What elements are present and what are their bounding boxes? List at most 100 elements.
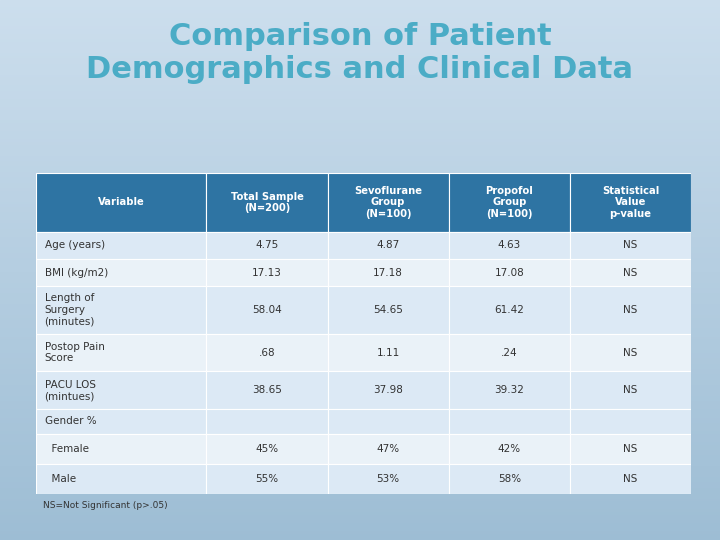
- Bar: [0, 221, 720, 224]
- Bar: [328, 173, 449, 232]
- Bar: [0, 416, 720, 418]
- Bar: [0, 32, 720, 35]
- Bar: [0, 68, 720, 70]
- Bar: [0, 467, 720, 470]
- Bar: [570, 434, 691, 464]
- Bar: [0, 537, 720, 540]
- Bar: [0, 486, 720, 489]
- Bar: [0, 162, 720, 165]
- Bar: [0, 262, 720, 265]
- Bar: [0, 235, 720, 238]
- Bar: [36, 173, 207, 232]
- Bar: [0, 113, 720, 116]
- Bar: [0, 240, 720, 243]
- Bar: [0, 97, 720, 100]
- Bar: [0, 464, 720, 467]
- Bar: [0, 70, 720, 73]
- Text: NS: NS: [624, 268, 638, 278]
- Bar: [449, 464, 570, 494]
- Bar: [0, 459, 720, 462]
- Text: 17.18: 17.18: [373, 268, 403, 278]
- Bar: [570, 409, 691, 434]
- Bar: [0, 454, 720, 456]
- Text: Length of
Surgery
(minutes): Length of Surgery (minutes): [45, 293, 95, 327]
- Bar: [0, 184, 720, 186]
- Bar: [0, 443, 720, 445]
- Bar: [0, 259, 720, 262]
- Bar: [0, 205, 720, 208]
- Text: 42%: 42%: [498, 444, 521, 454]
- Text: 47%: 47%: [377, 444, 400, 454]
- Bar: [36, 334, 207, 372]
- Bar: [449, 173, 570, 232]
- Bar: [0, 246, 720, 248]
- Bar: [0, 165, 720, 167]
- Bar: [0, 81, 720, 84]
- Bar: [0, 181, 720, 184]
- Bar: [0, 378, 720, 381]
- Text: Total Sample
(N=200): Total Sample (N=200): [230, 192, 303, 213]
- Bar: [0, 76, 720, 78]
- Bar: [0, 167, 720, 170]
- Bar: [0, 502, 720, 505]
- Bar: [0, 135, 720, 138]
- Bar: [0, 194, 720, 197]
- Bar: [328, 464, 449, 494]
- Bar: [0, 354, 720, 356]
- Text: NS: NS: [624, 305, 638, 315]
- Bar: [0, 340, 720, 343]
- Bar: [0, 529, 720, 532]
- Bar: [0, 65, 720, 68]
- Bar: [0, 532, 720, 535]
- Bar: [0, 24, 720, 27]
- Bar: [0, 105, 720, 108]
- Bar: [0, 224, 720, 227]
- Bar: [0, 94, 720, 97]
- Text: NS: NS: [624, 240, 638, 251]
- Text: 45%: 45%: [256, 444, 279, 454]
- Bar: [0, 62, 720, 65]
- Bar: [0, 327, 720, 329]
- Bar: [0, 132, 720, 135]
- Bar: [0, 51, 720, 54]
- Bar: [0, 421, 720, 424]
- Bar: [0, 89, 720, 92]
- Bar: [0, 219, 720, 221]
- Bar: [0, 208, 720, 211]
- Text: Variable: Variable: [98, 197, 145, 207]
- Bar: [0, 275, 720, 278]
- Text: 4.63: 4.63: [498, 240, 521, 251]
- Bar: [0, 122, 720, 124]
- Text: 39.32: 39.32: [495, 386, 524, 395]
- Bar: [0, 43, 720, 46]
- Bar: [0, 251, 720, 254]
- Bar: [0, 286, 720, 289]
- Text: NS: NS: [624, 386, 638, 395]
- Bar: [0, 508, 720, 510]
- Bar: [0, 173, 720, 176]
- Bar: [0, 524, 720, 526]
- Bar: [0, 386, 720, 389]
- Bar: [0, 8, 720, 11]
- Bar: [0, 176, 720, 178]
- Bar: [0, 362, 720, 364]
- Bar: [0, 300, 720, 302]
- Bar: [0, 0, 720, 3]
- Bar: [0, 49, 720, 51]
- Text: 4.75: 4.75: [256, 240, 279, 251]
- Bar: [0, 243, 720, 246]
- Bar: [0, 500, 720, 502]
- Bar: [0, 284, 720, 286]
- Bar: [0, 14, 720, 16]
- Bar: [36, 409, 207, 434]
- Bar: [0, 57, 720, 59]
- Bar: [0, 505, 720, 508]
- Bar: [0, 211, 720, 213]
- Bar: [0, 302, 720, 305]
- Bar: [207, 464, 328, 494]
- Bar: [0, 46, 720, 49]
- Bar: [0, 494, 720, 497]
- Bar: [0, 408, 720, 410]
- Bar: [0, 518, 720, 521]
- Bar: [0, 440, 720, 443]
